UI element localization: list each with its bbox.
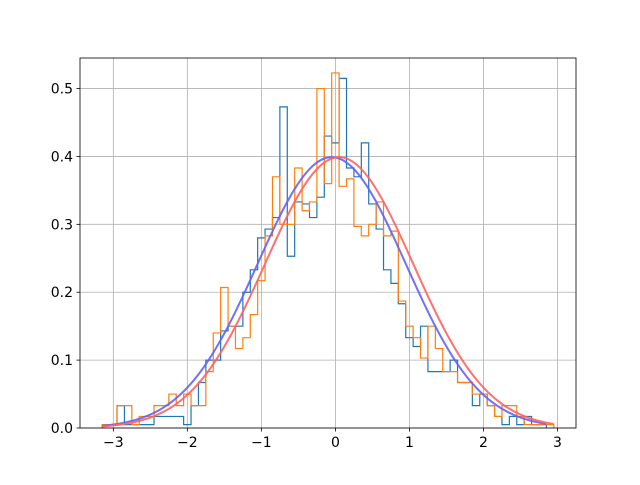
pdf-curve-2 <box>102 156 554 428</box>
grid <box>80 58 576 429</box>
y-tick-label: 0.1 <box>51 353 73 369</box>
plot-background <box>80 58 576 428</box>
axis-ticks: −3 −2 −1 0 1 2 3 0.0 0.1 0.2 0.3 0.4 0.5 <box>51 82 562 451</box>
histogram-series <box>101 72 555 428</box>
y-tick-label: 0.3 <box>51 217 73 233</box>
histogram-step-2 <box>101 72 555 428</box>
x-tick-label: 1 <box>405 435 414 451</box>
x-tick-label: 0 <box>331 435 340 451</box>
x-tick-label: 3 <box>553 435 562 451</box>
x-tick-label: −1 <box>251 435 272 451</box>
x-tick-label: −3 <box>103 435 124 451</box>
y-tick-label: 0.0 <box>51 421 73 437</box>
y-tick-label: 0.4 <box>51 149 73 165</box>
pdf-curve-1 <box>102 156 547 427</box>
plot-frame <box>79 57 577 429</box>
x-tick-label: −2 <box>177 435 198 451</box>
y-tick-label: 0.2 <box>51 285 73 301</box>
y-tick-label: 0.5 <box>51 82 73 98</box>
pdf-curves <box>102 156 554 428</box>
x-tick-label: 2 <box>479 435 488 451</box>
